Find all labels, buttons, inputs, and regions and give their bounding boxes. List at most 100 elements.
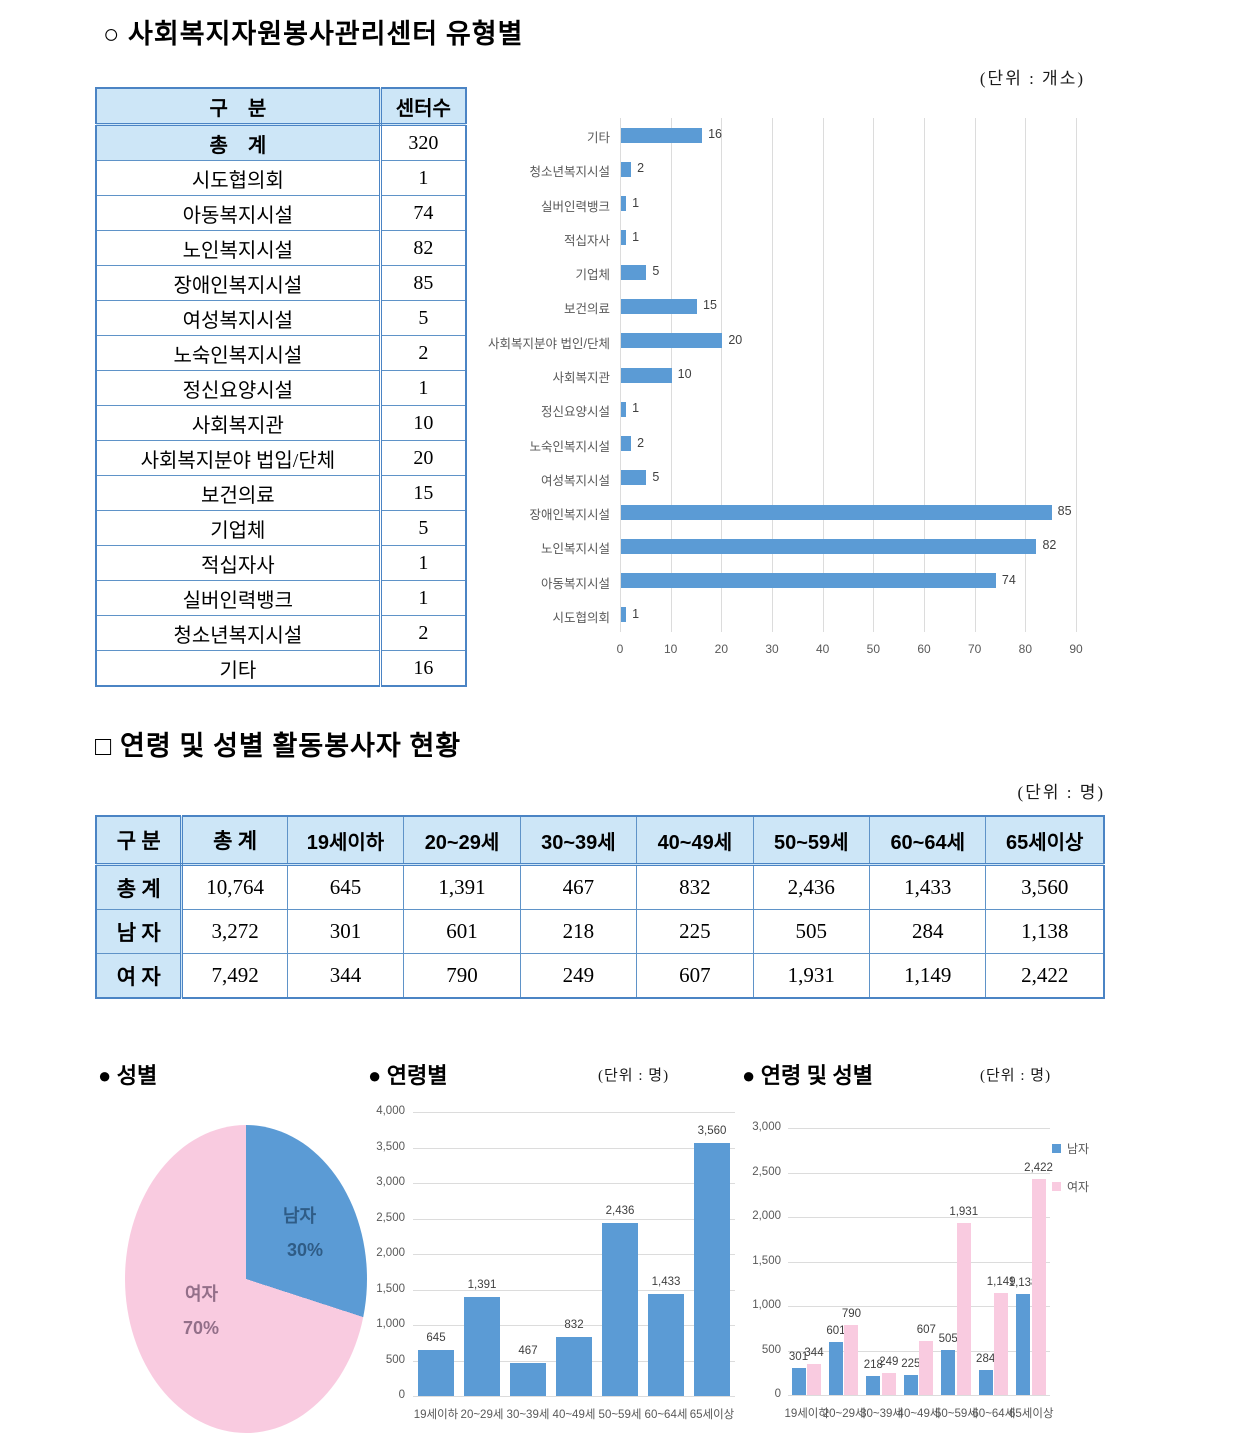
cell: 505 [752, 909, 871, 954]
chart2-bar-value: 645 [426, 1332, 446, 1345]
x-tick-label: 90 [1069, 642, 1083, 656]
chart2-bar [418, 1350, 454, 1396]
x-tick-label: 65세이상 [689, 1409, 735, 1421]
cell: 790 [403, 953, 521, 999]
gridline [788, 1217, 1050, 1218]
chart1-category-label: 실버인력뱅크 [540, 199, 610, 214]
chart1-category-label: 노숙인복지시설 [529, 439, 610, 454]
chart1-bar-value: 2 [637, 161, 645, 176]
gridline [413, 1183, 735, 1184]
chart3-bar-male [978, 1369, 993, 1395]
chart1-bar-value: 15 [703, 298, 717, 313]
y-tick-label: 500 [761, 1343, 781, 1356]
chart3-bar-value: 344 [804, 1347, 824, 1360]
column-header: 구 분 [95, 815, 184, 866]
y-tick-label: 4,000 [376, 1105, 405, 1117]
chart1-category-label: 아동복지시설 [540, 576, 610, 591]
y-tick-label: 0 [398, 1389, 405, 1401]
cell: 3,272 [181, 909, 288, 954]
chart1-bar [621, 367, 672, 383]
gridline [788, 1261, 1050, 1263]
x-tick-label: 60~64세 [972, 1408, 1016, 1420]
row-label: 노인복지시설 [95, 230, 382, 266]
section2-unit-label: (단위 : 명) [1017, 783, 1105, 802]
y-tick-label: 2,000 [752, 1210, 781, 1222]
chart3-bar-value: 1,138 [1008, 1276, 1038, 1289]
gridline [788, 1350, 1050, 1352]
table-row: 남 자 3,272 301 601 218 225 505 284 1,138 [95, 909, 1105, 954]
gridline [413, 1147, 735, 1149]
gridline [974, 118, 976, 632]
age-chart-unit-label: (단위 : 명) [598, 1068, 670, 1084]
chart3-bar-value: 284 [976, 1352, 996, 1365]
x-tick-label: 40 [815, 642, 830, 656]
chart2-bar [602, 1223, 638, 1396]
row-label: 청소년복지시설 [95, 615, 382, 651]
row-label: 여성복지시설 [95, 300, 382, 336]
column-header: 30~39세 [519, 815, 638, 866]
y-tick-label: 3,500 [376, 1140, 405, 1153]
chart2-bar [694, 1143, 730, 1396]
gridline [924, 118, 925, 632]
y-tick-label: 1,500 [376, 1282, 405, 1295]
chart1-bar-value: 2 [637, 435, 645, 450]
table-row: 정신요양시설 1 [95, 370, 467, 406]
chart3-bar-female [807, 1364, 821, 1395]
x-tick-label: 70 [967, 642, 982, 656]
row-value: 85 [379, 265, 467, 301]
gridline [413, 1289, 735, 1291]
row-label: 정신요양시설 [95, 370, 382, 406]
chart1-bar-value: 74 [1001, 572, 1016, 587]
cell: 1,931 [752, 953, 871, 999]
cell: 645 [286, 864, 405, 910]
chart2-bar-value: 1,391 [467, 1279, 497, 1292]
chart1-bar [621, 196, 627, 212]
chart3-bar-female [994, 1292, 1009, 1395]
x-tick-label: 40~49세 [552, 1409, 596, 1421]
chart1-bar [621, 573, 996, 589]
age-bar-chart: 645 1,391 467 832 2,436 1,433 3,560 0 500 1,000 1… [365, 1104, 740, 1434]
chart3-bar-value: 218 [863, 1358, 883, 1371]
cell: 10,764 [181, 864, 288, 910]
chart1-bar-value: 5 [652, 264, 660, 279]
chart3-bar-female [881, 1372, 896, 1395]
chart1-category-label: 기업체 [575, 268, 610, 283]
chart1-bar-value: 5 [652, 469, 660, 484]
gridline [413, 1218, 735, 1220]
table-row: 노숙인복지시설 2 [95, 335, 467, 371]
x-tick-label: 60~64세 [644, 1409, 688, 1421]
chart3-bar-female [956, 1223, 971, 1395]
table-row: 사회복지관 10 [95, 405, 467, 441]
chart2-bar [648, 1294, 684, 1396]
table-row: 총 계 10,764 645 1,391 467 832 2,436 1,433 3,560 [95, 864, 1105, 910]
column-header: 총 계 [181, 815, 288, 866]
cell: 2,436 [752, 864, 871, 910]
row-label: 보건의료 [95, 475, 382, 511]
row-value: 1 [379, 580, 467, 616]
y-tick-label: 1,000 [376, 1318, 405, 1330]
chart1-category-label: 여성복지시설 [540, 473, 610, 488]
age-gender-chart-unit-label: (단위 : 명) [980, 1068, 1052, 1084]
row-value: 15 [379, 475, 467, 511]
cell: 2,422 [985, 953, 1105, 999]
column-header: 구 분 [95, 87, 382, 126]
chart3-bar-male [903, 1374, 918, 1395]
table-row: 노인복지시설 82 [95, 230, 467, 266]
chart1-category-label: 보건의료 [563, 302, 610, 317]
row-label: 장애인복지시설 [95, 265, 382, 301]
chart1-bar [621, 470, 647, 486]
column-header: 19세이하 [286, 815, 405, 866]
y-tick-label: 1,500 [752, 1254, 781, 1267]
cell: 301 [286, 909, 405, 954]
gridline [413, 1396, 735, 1397]
row-value: 74 [379, 195, 467, 231]
center-type-table: 구 분 센터수 총 계 320 시도협의회 1 아동복지시설 74 노인복지시설 82 장애인복지… [95, 87, 467, 687]
x-tick-label: 30~39세 [506, 1409, 550, 1421]
table-row: 장애인복지시설 85 [95, 265, 467, 301]
y-tick-label: 2,500 [752, 1165, 781, 1178]
legend-swatch [1052, 1182, 1061, 1191]
chart1-bar-value: 1 [632, 401, 640, 416]
chart3-bar-value: 607 [916, 1323, 936, 1336]
